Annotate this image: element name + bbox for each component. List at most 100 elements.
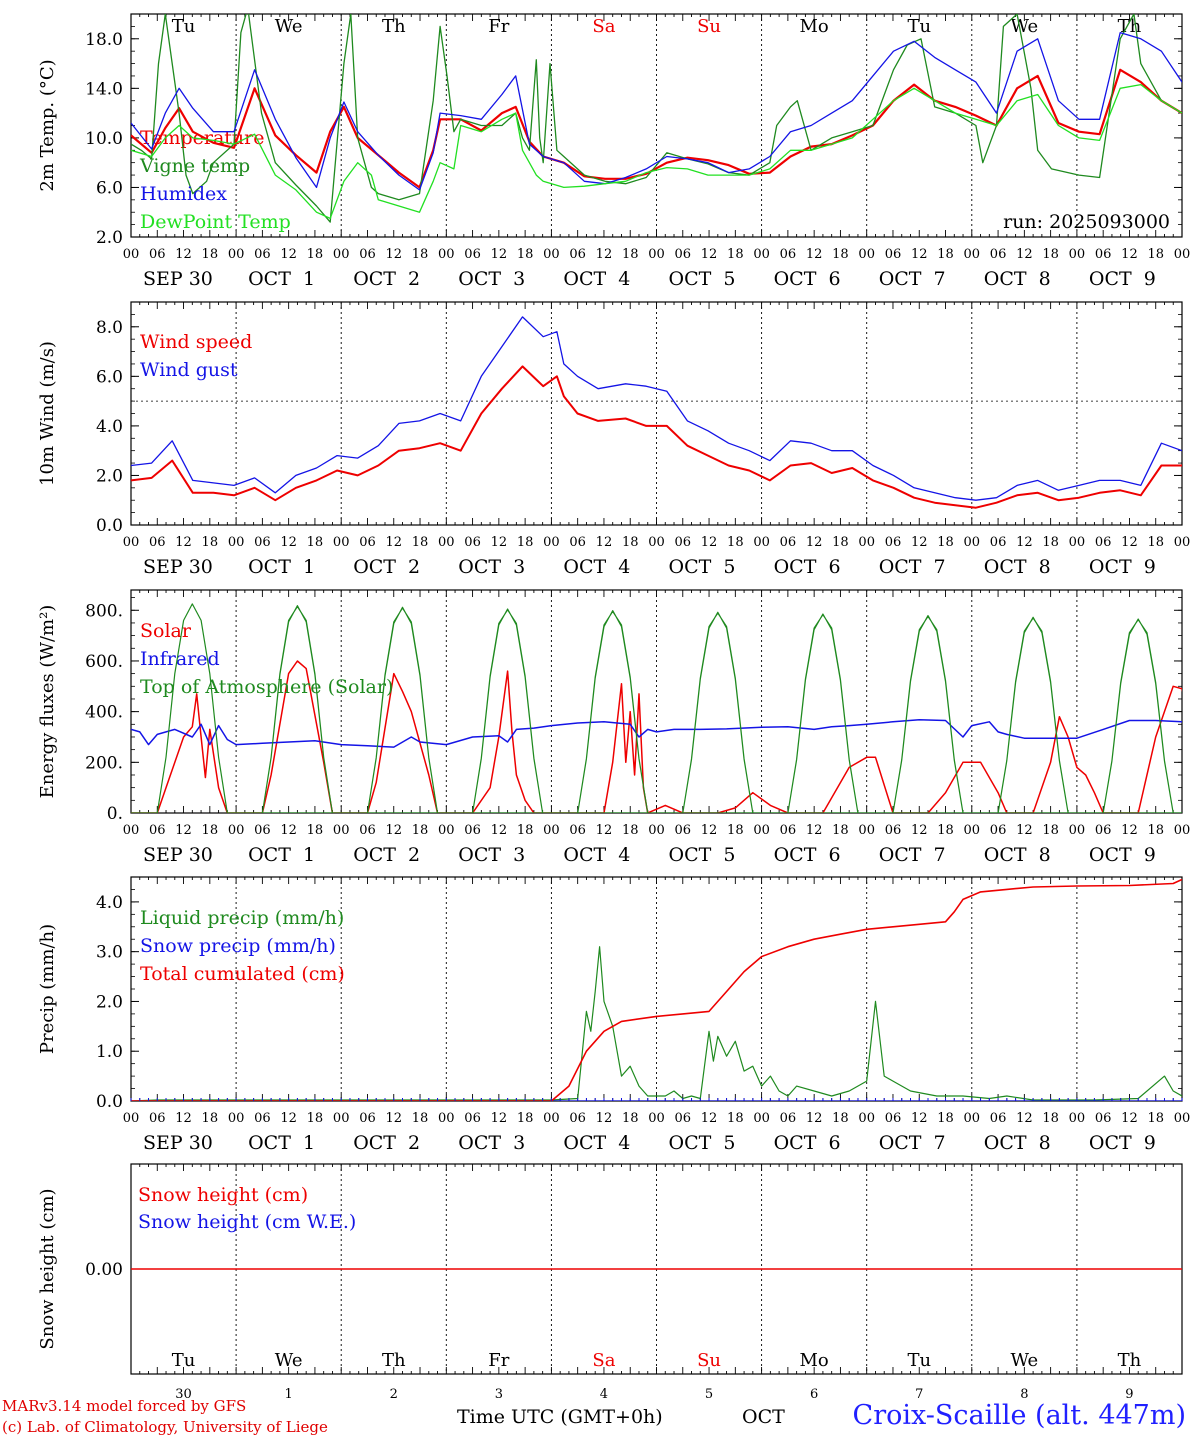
y-tick-label: 8.0: [96, 318, 123, 338]
hour-tick-label: 18: [1042, 823, 1059, 838]
hour-tick-label: 00: [648, 823, 665, 838]
y-axis-label: 2m Temp. (°C): [37, 59, 58, 191]
y-axis-label: 10m Wind (m/s): [37, 341, 58, 486]
hour-tick-label: 06: [990, 823, 1007, 838]
hour-tick-label: 18: [307, 247, 324, 262]
hour-tick-label: 00: [543, 247, 560, 262]
hour-tick-label: 06: [675, 823, 692, 838]
panel-temperature: 2.0 6.0 10.0 14.0 18.0 2m Temp. (°C) 00 06 12 18 0…: [37, 13, 1190, 290]
hour-tick-label: 12: [806, 823, 823, 838]
day-name: Su: [697, 16, 721, 37]
hour-tick-label: 12: [806, 247, 823, 262]
hour-tick-label: 12: [1016, 247, 1033, 262]
hour-tick-label: 00: [228, 1111, 245, 1126]
day-number: 6: [810, 1387, 818, 1402]
date-label: OCT 6: [774, 556, 841, 578]
hour-tick-label: 12: [1121, 823, 1138, 838]
series-line-vigne-temp: [131, 14, 1182, 223]
y-tick-label: 2.0: [96, 992, 123, 1012]
hour-tick-label: 12: [701, 1111, 718, 1126]
y-tick-label: 10.0: [85, 129, 123, 149]
hour-tick-label: 12: [1016, 535, 1033, 550]
y-tick-label: 2.0: [96, 466, 123, 486]
hour-tick-label: 00: [858, 1111, 875, 1126]
panel-precip: 0.0 1.0 2.0 3.0 4.0 Precip (mm/h) 00 06 12 18 00 06…: [37, 876, 1190, 1154]
date-label: OCT 7: [879, 556, 946, 578]
date-label: OCT 2: [353, 844, 420, 866]
hour-tick-label: 12: [280, 535, 297, 550]
hour-tick-label: 18: [517, 1111, 534, 1126]
hour-tick-label: 12: [280, 247, 297, 262]
hour-tick-label: 12: [1016, 823, 1033, 838]
hour-tick-label: 06: [569, 535, 586, 550]
hour-tick-label: 06: [1095, 535, 1112, 550]
date-label: OCT 2: [353, 556, 420, 578]
hour-tick-label: 12: [701, 247, 718, 262]
hour-tick-label: 00: [753, 247, 770, 262]
hour-tick-label: 18: [727, 247, 744, 262]
hour-tick-label: 00: [964, 1111, 981, 1126]
model-credit: MARv3.14 model forced by GFS: [2, 1397, 247, 1415]
hour-tick-label: 06: [1095, 1111, 1112, 1126]
y-tick-label: 0.00: [85, 1260, 123, 1280]
legend-entry: Infrared: [140, 648, 220, 670]
legend-entry: Snow precip (mm/h): [140, 935, 336, 957]
hour-tick-label: 18: [412, 247, 429, 262]
hour-tick-label: 00: [438, 1111, 455, 1126]
series-line-solar: [131, 660, 1182, 813]
series-line-top-of-atmosphere-solar: [131, 603, 1182, 813]
hour-tick-label: 00: [228, 247, 245, 262]
day-name: Th: [382, 1350, 406, 1371]
hour-tick-label: 00: [858, 247, 875, 262]
hour-tick-label: 06: [149, 1111, 166, 1126]
hour-tick-label: 06: [1095, 247, 1112, 262]
date-label: OCT 1: [248, 556, 315, 578]
date-label: OCT 1: [248, 844, 315, 866]
date-label: OCT 7: [879, 1132, 946, 1154]
date-label: OCT 3: [458, 268, 525, 290]
hour-tick-label: 00: [333, 1111, 350, 1126]
hour-tick-label: 00: [333, 535, 350, 550]
legend-entry: Snow height (cm W.E.): [138, 1211, 356, 1233]
hour-tick-label: 18: [517, 535, 534, 550]
hour-tick-label: 18: [202, 1111, 219, 1126]
hour-tick-label: 12: [385, 823, 402, 838]
hour-tick-label: 12: [701, 823, 718, 838]
date-label: OCT 2: [353, 268, 420, 290]
series-line-wind-gust: [131, 316, 1182, 501]
hour-tick-label: 06: [464, 535, 481, 550]
day-number: 3: [495, 1387, 503, 1402]
y-tick-label: 0.: [107, 804, 123, 824]
series-line-total-cumulated-cm: [131, 878, 1182, 1101]
hour-tick-label: 12: [806, 535, 823, 550]
hour-tick-label: 12: [596, 247, 613, 262]
y-tick-label: 4.0: [96, 417, 123, 437]
day-name: Mo: [800, 1350, 829, 1371]
hour-tick-label: 00: [753, 535, 770, 550]
day-number: 7: [915, 1387, 923, 1402]
date-label: OCT 9: [1089, 556, 1156, 578]
series-line-dewpoint-temp: [131, 83, 1182, 220]
date-label: OCT 4: [563, 844, 630, 866]
date-label: OCT 2: [353, 1132, 420, 1154]
hour-tick-label: 00: [753, 1111, 770, 1126]
hour-tick-label: 12: [491, 535, 508, 550]
hour-tick-label: 06: [675, 247, 692, 262]
hour-tick-label: 18: [517, 247, 534, 262]
hour-tick-label: 06: [464, 823, 481, 838]
hour-tick-label: 06: [149, 535, 166, 550]
hour-tick-label: 06: [569, 247, 586, 262]
date-label: OCT 5: [669, 844, 736, 866]
hour-tick-label: 00: [123, 823, 140, 838]
hour-tick-label: 18: [937, 1111, 954, 1126]
day-name: Fr: [488, 16, 509, 37]
date-label: OCT 7: [879, 268, 946, 290]
hour-tick-label: 00: [1069, 247, 1086, 262]
day-name: Tu: [907, 16, 931, 37]
hour-tick-label: 18: [412, 823, 429, 838]
hour-tick-label: 00: [964, 535, 981, 550]
y-tick-label: 14.0: [85, 79, 123, 99]
y-tick-label: 600.: [85, 652, 123, 672]
y-tick-label: 6.0: [96, 367, 123, 387]
